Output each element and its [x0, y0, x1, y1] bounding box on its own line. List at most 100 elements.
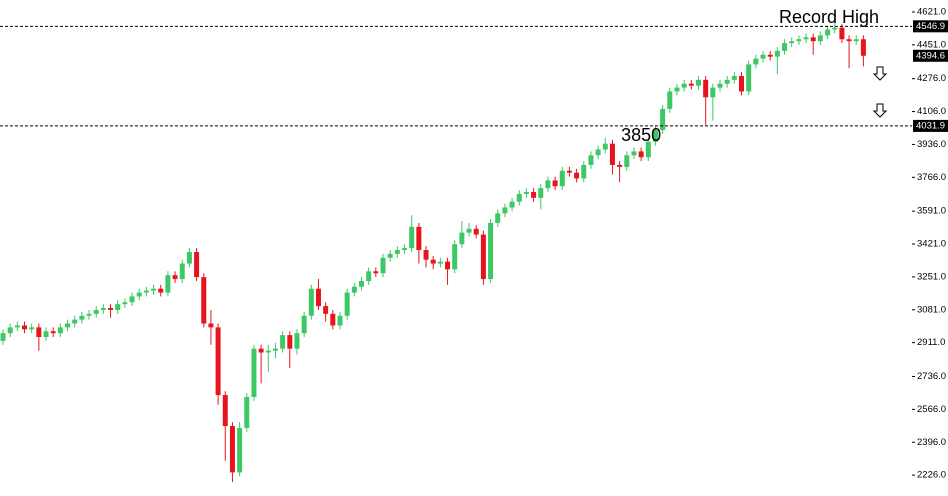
candle-body	[695, 79, 701, 86]
candle-body	[638, 151, 644, 158]
candle-body	[588, 155, 594, 165]
candle-body	[244, 396, 250, 428]
candle-body	[323, 306, 329, 314]
candle-body	[538, 188, 544, 198]
candle-body	[631, 151, 637, 156]
candle-body	[409, 226, 415, 249]
candle-body	[466, 228, 472, 233]
candle-body	[753, 58, 759, 65]
candle-body	[0, 333, 6, 341]
y-tick-label: 3421.0	[917, 239, 946, 250]
candle-body	[789, 41, 795, 44]
y-tick-label: 4621.0	[917, 7, 946, 18]
candle-body	[602, 143, 608, 150]
candle-body	[380, 257, 386, 274]
y-tick-label: 4106.0	[917, 106, 946, 117]
candle-body	[846, 39, 852, 42]
candle-body	[172, 275, 178, 280]
y-tick-label: 3936.0	[917, 139, 946, 150]
candle-body	[229, 425, 235, 473]
annotation: 3850	[621, 125, 661, 145]
candle-body	[22, 325, 28, 330]
candle-body	[774, 50, 780, 57]
candle-body	[237, 427, 243, 473]
level-label: 4546.9	[916, 21, 945, 32]
candle-body	[581, 164, 587, 179]
candle-body	[739, 75, 745, 92]
candle-body	[566, 170, 572, 173]
candle-body	[151, 288, 157, 291]
candle-body	[14, 325, 20, 328]
candle-body	[674, 87, 680, 92]
y-tick-label: 2226.0	[917, 470, 946, 481]
candle-body	[681, 83, 687, 88]
candle-body	[660, 108, 666, 131]
candle-body	[222, 395, 228, 426]
y-tick-label: 3081.0	[917, 304, 946, 315]
candle-body	[667, 91, 673, 109]
candle-body	[452, 244, 458, 270]
candle-body	[703, 79, 709, 98]
candle-body	[803, 37, 809, 40]
y-tick-label: 2396.0	[917, 437, 946, 448]
candle-body	[359, 280, 364, 287]
down-arrow	[872, 103, 888, 118]
candle-body	[839, 27, 845, 40]
candle-body	[810, 37, 816, 42]
candle-body	[423, 250, 429, 260]
candle-body	[315, 288, 321, 307]
candle-body	[731, 75, 737, 80]
level-label: 4031.9	[916, 120, 945, 131]
candle-body	[57, 327, 63, 334]
candle-body	[502, 207, 508, 214]
y-tick-label: 2736.0	[917, 371, 946, 382]
candle-body	[122, 302, 128, 305]
candle-body	[688, 83, 694, 86]
candle-body	[72, 319, 78, 324]
candle-body	[7, 327, 13, 334]
candle-body	[402, 248, 408, 251]
candle-body	[143, 290, 149, 293]
candle-body	[179, 263, 185, 280]
level-label-box	[913, 119, 948, 132]
candle-body	[337, 315, 343, 326]
candle-body	[215, 327, 221, 396]
candle-body	[265, 350, 271, 353]
candle-body	[796, 39, 802, 42]
y-tick-label: 2566.0	[917, 404, 946, 415]
candle-body	[373, 271, 379, 274]
candle-body	[29, 327, 35, 330]
candle-body	[509, 201, 515, 208]
candle-body	[724, 79, 730, 84]
candle-body	[480, 234, 486, 280]
candle-body	[201, 277, 207, 324]
candle-body	[624, 155, 630, 167]
candle-body	[251, 348, 257, 397]
candle-body	[280, 335, 286, 349]
candle-body	[108, 308, 114, 310]
candle-body	[445, 261, 451, 270]
candle-body	[609, 143, 615, 165]
candle-body	[416, 226, 422, 251]
candle-body	[437, 261, 443, 264]
candle-body	[767, 54, 773, 57]
candle-body	[100, 308, 106, 310]
candle-body	[710, 87, 716, 98]
candle-body	[488, 222, 494, 280]
annotation: Record High	[779, 7, 879, 27]
candle-body	[394, 250, 400, 254]
down-arrow	[872, 66, 888, 81]
candle-body	[459, 232, 465, 245]
candle-body	[287, 335, 293, 349]
candle-body	[366, 271, 372, 281]
candle-body	[559, 170, 565, 187]
candle-body	[825, 29, 831, 36]
y-tick-label: 3251.0	[917, 271, 946, 282]
candle-body	[595, 149, 601, 156]
last-price-label: 4394.6	[916, 50, 945, 61]
candle-body	[853, 39, 859, 42]
candle-body	[50, 331, 56, 334]
candle-body	[351, 286, 357, 293]
candle-body	[552, 180, 558, 187]
